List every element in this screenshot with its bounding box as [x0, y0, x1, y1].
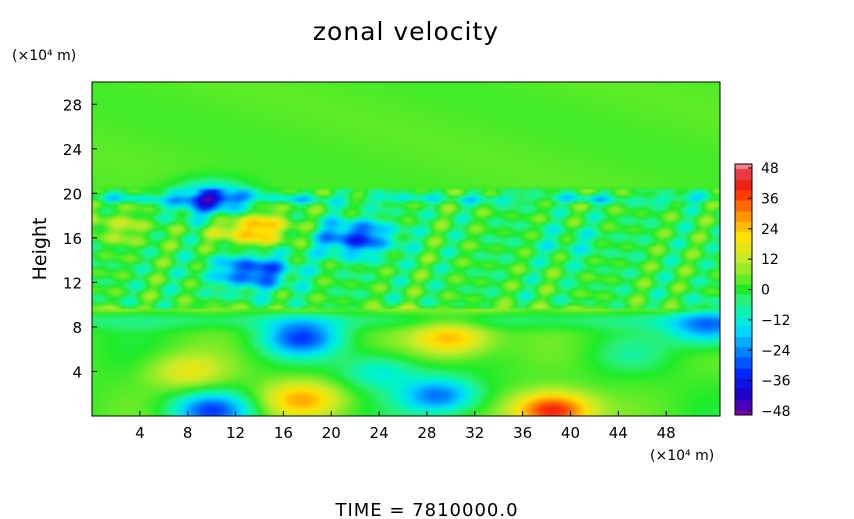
colorbar: 48 36 24 12 0 −12 −24 −36 −48 [734, 161, 791, 420]
x-tick-label: 4 [135, 424, 145, 442]
y-axis-label: Height [29, 218, 51, 281]
x-axis: 4 8 12 16 20 24 28 32 36 40 44 48 [135, 411, 676, 442]
colorbar-tick-label: −36 [761, 374, 791, 390]
colorbar-ticks: 48 36 24 12 0 −12 −24 −36 −48 [748, 161, 791, 420]
x-axis-unit: (×10⁴ m) [650, 448, 714, 464]
y-axis-unit: (×10⁴ m) [12, 48, 76, 64]
y-axis: 4 8 12 16 20 24 28 [63, 96, 97, 381]
colorbar-gradient [735, 164, 752, 415]
y-tick-label: 24 [63, 141, 82, 159]
time-footer: TIME = 7810000.0 [334, 500, 518, 519]
y-tick-label: 12 [63, 274, 82, 292]
x-tick-label: 48 [657, 424, 676, 442]
colorbar-tick-label: 36 [761, 191, 779, 207]
colorbar-tick-label: 12 [761, 252, 779, 268]
heatmap-plot-area [92, 82, 720, 416]
y-tick-label: 28 [63, 96, 82, 114]
colorbar-tick-label: 48 [761, 161, 779, 177]
x-tick-label: 32 [465, 424, 484, 442]
y-tick-label: 20 [63, 185, 82, 203]
x-tick-label: 28 [417, 424, 436, 442]
x-tick-label: 36 [513, 424, 532, 442]
y-tick-label: 4 [72, 363, 82, 381]
x-tick-label: 20 [322, 424, 341, 442]
colorbar-tick-label: −12 [761, 313, 791, 329]
colorbar-tick-label: 0 [761, 283, 770, 299]
chart-title: zonal velocity [313, 17, 499, 46]
heatmap-field [92, 82, 720, 416]
colorbar-tick-label: −24 [761, 343, 791, 359]
x-tick-label: 44 [609, 424, 628, 442]
x-tick-label: 16 [274, 424, 293, 442]
plot-frame [91, 81, 721, 417]
colorbar-tick-label: 24 [761, 222, 779, 238]
x-tick-label: 24 [370, 424, 389, 442]
y-tick-label: 8 [72, 319, 82, 337]
x-tick-label: 8 [183, 424, 193, 442]
x-tick-label: 40 [561, 424, 580, 442]
colorbar-tick-label: −48 [761, 404, 791, 420]
x-tick-label: 12 [226, 424, 245, 442]
y-tick-label: 16 [63, 230, 82, 248]
